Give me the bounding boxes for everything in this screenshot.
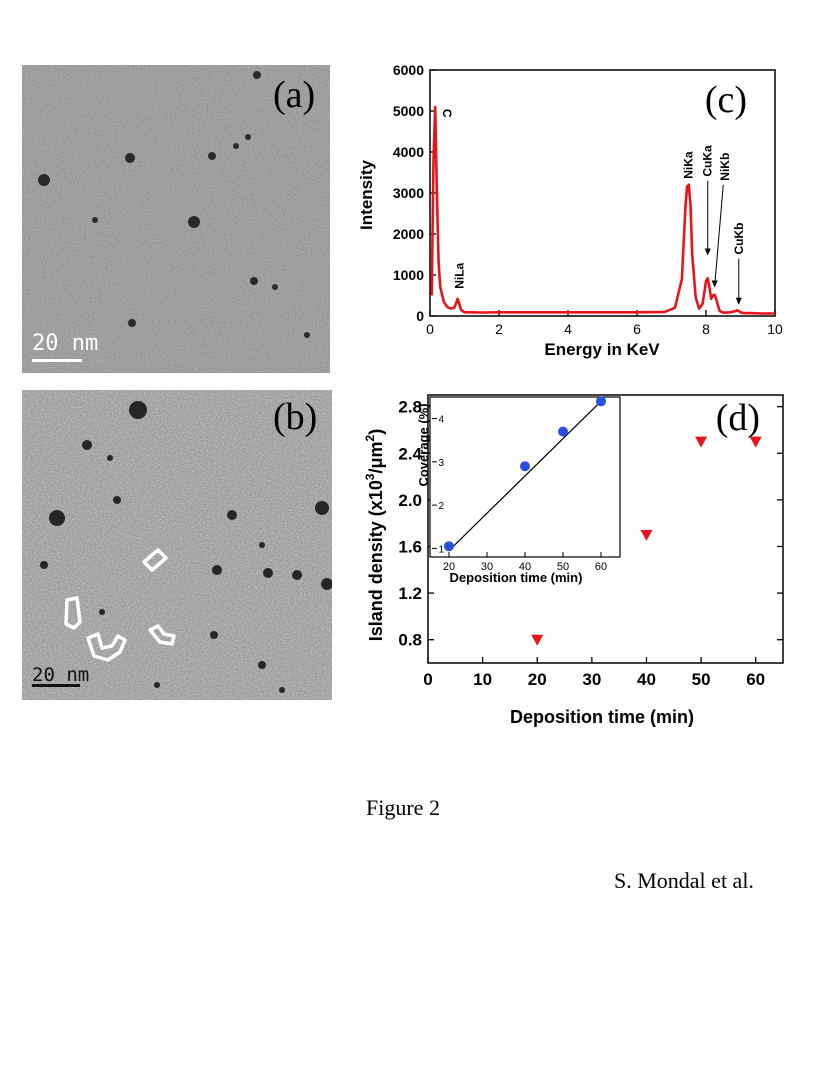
y-tick-label: 2.0 — [398, 491, 422, 510]
inset-x-tick-label: 20 — [443, 561, 455, 573]
y-tick-label: 1.6 — [398, 537, 422, 556]
coverage-inset: 1 2 3 4 20 30 40 50 60 Deposition time (min) Co… — [416, 396, 621, 585]
peak-label-nikb: NiKb — [718, 153, 732, 181]
inset-point — [558, 426, 568, 437]
tem-image-b — [22, 390, 332, 700]
x-tick-label: 10 — [473, 670, 492, 689]
island-outlines — [64, 548, 176, 662]
eds-chart: 0 1000 2000 3000 4000 5000 6000 0 2 4 6 8 10 C NiLa N… — [357, 62, 783, 359]
panel-label-d: (d) — [716, 397, 760, 439]
inset-y-axis-label: Coverage (%) — [416, 403, 431, 486]
nanoparticles-a — [38, 71, 310, 338]
inset-data-points — [444, 396, 606, 552]
panel-label-c: (c) — [705, 79, 747, 121]
density-y-axis-label: Island density (x103/μm2) — [363, 429, 386, 641]
inset-y-tick-label: 1 — [438, 544, 444, 555]
density-point — [640, 529, 653, 541]
scale-bar-label-b: 20 nm — [32, 664, 90, 686]
x-tick-label: 6 — [633, 321, 641, 337]
y-tick-label: 6000 — [393, 62, 424, 78]
inset-frame — [429, 396, 621, 558]
x-tick-label: 50 — [692, 670, 711, 689]
nanoparticles-b — [40, 401, 332, 693]
y-tick-label: 1.2 — [398, 584, 422, 603]
density-plot-frame — [427, 394, 784, 664]
arrow-nikb — [714, 184, 724, 287]
density-x-ticks: 0 10 20 30 40 50 60 — [423, 657, 765, 689]
arrowhead-cukb — [735, 297, 742, 305]
scale-bar-a — [32, 359, 82, 362]
eds-y-axis-label: Intensity — [357, 160, 376, 230]
tem-texture-a — [22, 65, 330, 373]
y-tick-label: 1000 — [393, 267, 424, 283]
y-tick-label: 2.8 — [398, 398, 422, 417]
inset-y-ticks: 1 2 3 4 — [432, 415, 444, 555]
inset-y-tick-label: 3 — [438, 458, 444, 469]
density-y-ticks: 0.8 1.2 1.6 2.0 2.4 2.8 — [398, 398, 783, 650]
y-tick-label: 4000 — [393, 144, 424, 160]
figure-caption: Figure 2 — [366, 795, 440, 820]
y-tick-label: 2000 — [393, 226, 424, 242]
peak-label-nika: NiKa — [682, 151, 696, 179]
inset-point — [596, 396, 606, 407]
inset-point — [520, 461, 530, 472]
scale-bar-b — [32, 684, 80, 687]
inset-x-ticks: 20 30 40 50 60 — [443, 552, 607, 573]
x-tick-label: 8 — [702, 321, 710, 337]
x-tick-label: 60 — [746, 670, 765, 689]
y-tick-label: 0 — [416, 308, 424, 324]
island-density-chart: 0.8 1.2 1.6 2.0 2.4 2.8 0 10 20 30 40 50 60 Deposit… — [363, 394, 784, 727]
y-tick-label: 5000 — [393, 103, 424, 119]
density-point — [531, 634, 544, 646]
inset-x-tick-label: 40 — [519, 561, 531, 573]
x-tick-label: 30 — [582, 670, 601, 689]
peak-label-nila: NiLa — [452, 262, 466, 288]
inset-x-tick-label: 50 — [557, 561, 569, 573]
tem-texture-b — [22, 390, 332, 700]
x-tick-label: 0 — [423, 670, 432, 689]
arrowhead-cuka — [704, 248, 711, 256]
inset-x-tick-label: 30 — [481, 561, 493, 573]
eds-spectrum-line — [430, 105, 775, 315]
inset-point — [444, 541, 454, 552]
eds-x-ticks: 0 2 4 6 8 10 — [426, 310, 783, 337]
x-tick-label: 2 — [495, 321, 503, 337]
density-x-axis-label: Deposition time (min) — [510, 707, 694, 727]
x-tick-label: 20 — [528, 670, 547, 689]
density-data-points — [531, 436, 762, 646]
arrowhead-nikb — [711, 280, 718, 288]
peak-label-cukb: CuKb — [732, 223, 746, 255]
scale-bar-label-a: 20 nm — [32, 331, 99, 356]
inset-x-tick-label: 60 — [595, 561, 607, 573]
peak-label-c: C — [440, 109, 454, 118]
eds-peak-annotations: C NiLa NiKa CuKa NiKb CuKb — [440, 109, 746, 305]
peak-label-cuka: CuKa — [701, 145, 715, 177]
y-tick-label: 0.8 — [398, 631, 422, 650]
y-tick-label: 3000 — [393, 185, 424, 201]
inset-y-tick-label: 4 — [438, 415, 444, 426]
density-point — [749, 436, 762, 448]
x-tick-label: 4 — [564, 321, 572, 337]
inset-x-axis-label: Deposition time (min) — [450, 570, 583, 585]
inset-fit-line — [448, 400, 602, 551]
tem-image-a — [22, 65, 330, 373]
panel-label-b: (b) — [273, 396, 318, 438]
inset-y-tick-label: 2 — [438, 501, 444, 512]
x-tick-label: 40 — [637, 670, 656, 689]
y-tick-label: 2.4 — [398, 444, 422, 463]
x-tick-label: 10 — [767, 321, 783, 337]
eds-x-axis-label: Energy in KeV — [544, 340, 660, 359]
panel-label-a: (a) — [273, 74, 316, 116]
author-credit: S. Mondal et al. — [614, 868, 754, 893]
density-point — [695, 436, 708, 448]
x-tick-label: 0 — [426, 321, 434, 337]
